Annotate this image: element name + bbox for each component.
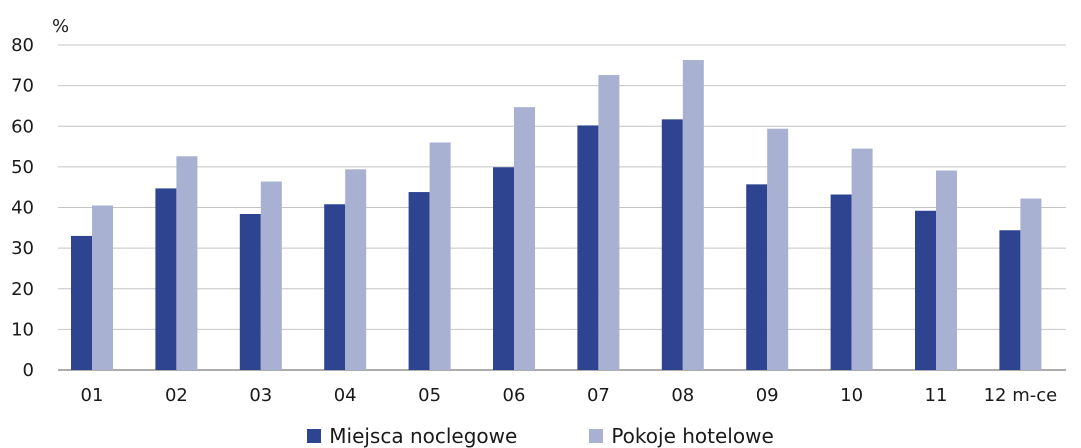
legend-label-series-2: Pokoje hotelowe — [611, 424, 774, 448]
bar-series-1-09 — [746, 184, 768, 370]
bar-series-2-05 — [429, 142, 451, 370]
y-axis-unit-label: % — [52, 16, 69, 37]
bar-series-1-11 — [915, 210, 936, 370]
x-tick-label-4: 05 — [418, 385, 441, 406]
x-tick-label-8: 09 — [756, 385, 779, 406]
x-tick-label-7: 08 — [671, 385, 694, 406]
x-tick-label-2: 03 — [249, 385, 272, 406]
bar-series-1-02 — [155, 188, 177, 370]
y-tick-label-40: 40 — [11, 198, 34, 219]
x-tick-label-3: 04 — [334, 385, 357, 406]
bar-chart: 0 10 20 30 40 50 60 70 80 01 02 03 04 05 06 07 08 09 10 11 1… — [11, 16, 1066, 406]
y-tick-label-60: 60 — [11, 116, 34, 137]
x-tick-label-11: 12 m-ce — [984, 385, 1058, 406]
legend-item-series-1: Miejsca noclegowe — [307, 424, 517, 448]
axis-layer: 0 10 20 30 40 50 60 70 80 01 02 03 04 05 06 07 08 09 10 11 1… — [11, 35, 1057, 406]
bar-series-2-12-m-ce — [1020, 198, 1042, 370]
bar-series-1-04 — [324, 204, 346, 370]
y-tick-label-30: 30 — [11, 238, 34, 259]
legend-label-series-1: Miejsca noclegowe — [329, 424, 518, 448]
bar-series-2-10 — [851, 148, 873, 370]
bar-series-2-09 — [767, 128, 789, 370]
bar-series-2-03 — [260, 181, 282, 370]
y-tick-label-70: 70 — [11, 76, 34, 97]
x-tick-label-6: 07 — [587, 385, 610, 406]
bar-series-1-08 — [661, 119, 683, 370]
bar-series-2-08 — [682, 60, 704, 370]
legend: Miejsca noclegowe Pokoje hotelowe — [0, 424, 1081, 448]
x-tick-label-1: 02 — [165, 385, 188, 406]
bar-series-1-03 — [239, 214, 261, 370]
y-tick-label-10: 10 — [11, 319, 34, 340]
bar-series-1-06 — [493, 167, 514, 370]
bar-series-2-06 — [514, 107, 535, 370]
bar-series-1-07 — [577, 125, 599, 370]
x-tick-label-9: 10 — [840, 385, 863, 406]
x-tick-label-5: 06 — [503, 385, 526, 406]
x-tick-label-10: 11 — [925, 385, 948, 406]
bar-series-2-01 — [92, 205, 113, 370]
legend-swatch-series-2 — [589, 429, 604, 443]
grid-layer — [58, 44, 1066, 371]
bar-series-2-11 — [936, 170, 957, 370]
x-tick-label-0: 01 — [81, 385, 104, 406]
bar-series-1-10 — [830, 194, 852, 370]
y-tick-label-80: 80 — [11, 35, 34, 56]
bar-series-1-12-m-ce — [999, 230, 1021, 370]
bars-layer — [71, 60, 1042, 370]
bar-series-2-04 — [345, 169, 367, 370]
bar-series-2-02 — [176, 156, 198, 370]
y-tick-label-0: 0 — [23, 360, 34, 381]
bar-series-1-01 — [71, 235, 92, 370]
y-tick-label-20: 20 — [11, 279, 34, 300]
bar-series-2-07 — [598, 75, 620, 370]
bar-series-1-05 — [408, 192, 430, 370]
y-tick-label-50: 50 — [11, 157, 34, 178]
legend-swatch-series-1 — [307, 429, 322, 443]
legend-item-series-2: Pokoje hotelowe — [589, 424, 774, 448]
